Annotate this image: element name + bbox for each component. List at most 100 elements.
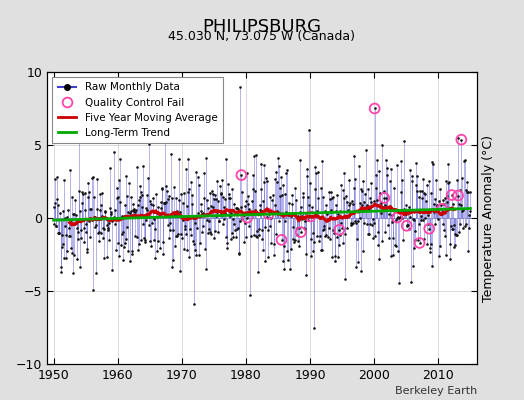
Point [342,193,350,200]
Point [458,224,467,231]
Point [410,245,419,251]
Point [423,182,431,188]
Point [292,196,300,203]
Point [245,222,253,229]
Point [417,213,425,220]
Point [135,197,143,203]
Point [196,239,204,246]
Point [272,169,280,175]
Point [221,196,230,202]
Point [294,225,303,232]
Point [306,213,314,220]
Point [167,212,175,218]
Point [270,176,279,183]
Point [388,212,396,218]
Point [121,240,129,246]
Point [204,218,213,225]
Point [130,233,139,240]
Point [361,220,369,226]
Point [249,153,258,160]
Point [219,194,227,200]
Point [395,215,403,221]
Point [200,195,208,201]
Point [399,138,408,144]
Point [150,255,159,262]
Point [210,196,218,202]
Point [73,236,82,242]
Point [300,226,309,232]
Point [336,208,344,214]
Point [332,234,341,240]
Point [50,221,58,227]
Point [188,201,196,208]
Point [359,178,368,184]
Point [367,180,376,186]
Point [353,259,362,266]
Point [274,209,282,215]
Point [246,292,254,298]
Text: PHILIPSBURG: PHILIPSBURG [202,18,322,36]
Point [432,203,441,210]
Point [322,202,331,208]
Point [368,215,377,222]
Point [433,216,442,222]
Point [446,223,455,229]
Point [136,183,145,190]
Point [309,230,317,236]
Point [418,195,427,201]
Point [444,161,453,167]
Point [181,231,190,237]
Point [68,250,77,256]
Point [416,240,424,246]
Point [83,246,91,252]
Point [62,231,71,238]
Point [417,217,425,223]
Point [124,248,132,254]
Point [150,237,158,244]
Point [261,224,269,230]
Point [94,238,103,244]
Point [104,225,112,231]
Point [345,177,353,184]
Point [457,136,465,143]
Point [401,208,409,214]
Point [447,192,456,198]
Point [212,196,220,202]
Point [281,170,290,176]
Point [333,192,341,198]
Point [176,268,184,274]
Point [325,196,334,202]
Point [83,248,92,255]
Point [450,222,458,229]
Point [242,234,250,240]
Point [435,252,444,259]
Point [437,202,445,208]
Point [268,208,276,214]
Point [350,152,358,159]
Point [350,185,358,192]
Point [54,229,63,236]
Point [450,244,458,250]
Point [259,198,267,204]
Point [429,160,437,167]
Point [391,242,399,249]
Point [191,220,199,226]
Point [457,208,466,214]
Point [93,206,101,212]
Point [459,206,467,213]
Point [373,157,381,164]
Point [270,252,278,259]
Point [89,174,97,180]
Point [455,187,464,193]
Text: Berkeley Earth: Berkeley Earth [395,386,477,396]
Point [207,231,215,238]
Point [159,251,167,258]
Point [272,208,281,214]
Point [90,214,99,220]
Point [160,200,168,206]
Point [398,214,407,221]
Point [365,206,374,213]
Point [156,204,165,211]
Point [184,156,193,162]
Point [244,193,253,199]
